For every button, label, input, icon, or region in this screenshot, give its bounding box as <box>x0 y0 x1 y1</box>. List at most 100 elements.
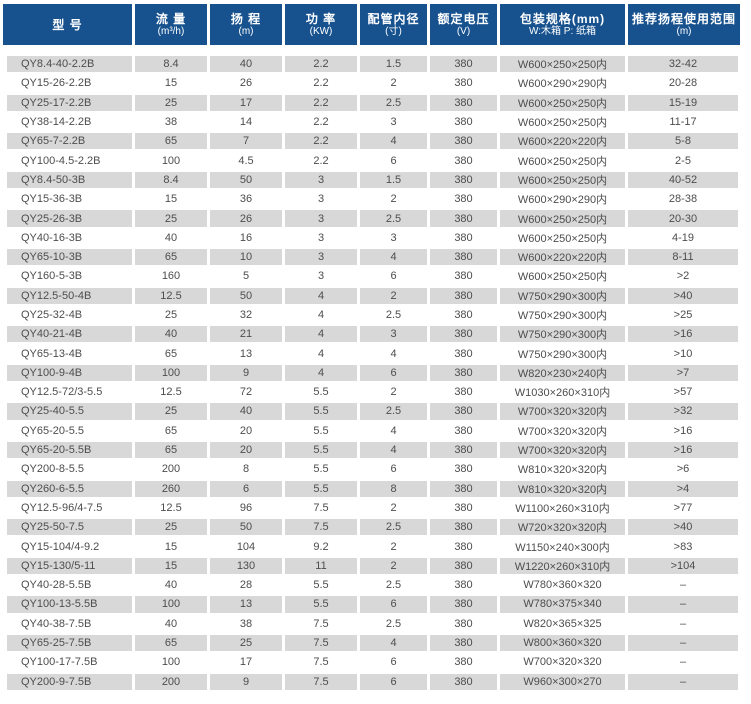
table-header-row: 型 号流 量 (m³/h) 扬 程 (m) 功 率 (KW) 配管内径 (寸) 额定电压 (V) 包… <box>3 4 740 45</box>
cell-head: 50 <box>210 171 282 189</box>
table-row: QY15-26-2.2B 15 26 2.2 2 380 W600×290×290内 20-2… <box>7 75 738 92</box>
cell-range: – <box>628 634 738 652</box>
table-row: QY100-13-5.5B 100 13 5.5 6 380 W780×375×340– <box>7 596 738 613</box>
cell-model: QY65-20-5.5B <box>7 441 132 459</box>
cell-power: 2.2 <box>285 133 357 150</box>
column-label: 功 率 <box>305 11 337 26</box>
cell-power: 2.2 <box>285 56 357 73</box>
cell-range: >25 <box>628 306 738 324</box>
column-header-range: 推荐扬程使用范围 (m) <box>628 4 740 45</box>
cell-power: 7.5 <box>285 654 357 671</box>
cell-flow: 160 <box>135 268 207 285</box>
cell-flow: 65 <box>135 248 207 266</box>
cell-flow: 12.5 <box>135 499 207 517</box>
cell-flow: 8.4 <box>135 56 207 73</box>
cell-flow: 25 <box>135 403 207 420</box>
cell-range: >57 <box>628 384 738 401</box>
cell-voltage: 380 <box>430 191 497 208</box>
cell-range: – <box>628 673 738 690</box>
table-row: QY100-17-7.5B 100 17 7.5 6 380 W700×320×320– <box>7 654 738 671</box>
cell-packing: W1030×260×310内 <box>500 384 625 401</box>
cell-flow: 15 <box>135 538 207 555</box>
cell-packing: W600×220×220内 <box>500 133 625 150</box>
cell-power: 5.5 <box>285 384 357 401</box>
cell-voltage: 380 <box>430 326 497 343</box>
cell-model: QY260-6-5.5 <box>7 480 132 497</box>
cell-range: – <box>628 596 738 613</box>
cell-packing: W820×230×240内 <box>500 364 625 382</box>
cell-flow: 65 <box>135 133 207 150</box>
cell-packing: W1220×260×310内 <box>500 557 625 575</box>
cell-head: 8 <box>210 461 282 478</box>
column-label: 流 量 <box>155 11 187 26</box>
cell-head: 16 <box>210 229 282 246</box>
cell-head: 26 <box>210 210 282 227</box>
cell-pipe: 6 <box>360 654 427 671</box>
cell-head: 9 <box>210 364 282 382</box>
cell-pipe: 2.5 <box>360 306 427 324</box>
cell-packing: W600×220×220内 <box>500 248 625 266</box>
cell-range: 4-19 <box>628 229 738 246</box>
cell-power: 5.5 <box>285 403 357 420</box>
cell-flow: 40 <box>135 229 207 246</box>
cell-range: 15-19 <box>628 94 738 111</box>
cell-voltage: 380 <box>430 210 497 227</box>
cell-range: >104 <box>628 557 738 575</box>
cell-pipe: 4 <box>360 634 427 652</box>
table-row: QY100-4.5-2.2B 100 4.5 2.2 6 380 W600×250×250内… <box>7 152 738 169</box>
cell-voltage: 380 <box>430 538 497 555</box>
cell-head: 7 <box>210 133 282 150</box>
cell-power: 2.2 <box>285 94 357 111</box>
table-row: QY65-13-4B 65 13 4 4 380 W750×290×300内 >10 <box>7 345 738 362</box>
cell-range: – <box>628 654 738 671</box>
cell-pipe: 2.5 <box>360 210 427 227</box>
cell-flow: 65 <box>135 422 207 439</box>
column-header-packing: 包装规格(mm) W:木箱 P: 纸箱 <box>500 4 625 45</box>
column-unit: (V) <box>456 25 471 37</box>
cell-model: QY25-17-2.2B <box>7 94 132 111</box>
table-row: QY12.5-50-4B 12.5 50 4 2 380 W750×290×300内 >40 <box>7 287 738 304</box>
cell-packing: W600×290×290内 <box>500 191 625 208</box>
cell-power: 5.5 <box>285 461 357 478</box>
cell-packing: W600×250×250内 <box>500 268 625 285</box>
cell-model: QY200-8-5.5 <box>7 461 132 478</box>
cell-packing: W780×360×320 <box>500 577 625 594</box>
cell-pipe: 2.5 <box>360 615 427 632</box>
cell-model: QY15-104/4-9.2 <box>7 538 132 555</box>
cell-power: 5.5 <box>285 596 357 613</box>
cell-power: 3 <box>285 248 357 266</box>
cell-voltage: 380 <box>430 364 497 382</box>
cell-flow: 65 <box>135 634 207 652</box>
cell-packing: W600×250×250内 <box>500 152 625 169</box>
table-row: QY25-17-2.2B 25 17 2.2 2.5 380 W600×250×250内 15… <box>7 94 738 111</box>
column-header-head: 扬 程 (m) <box>210 4 282 45</box>
table-row: QY65-25-7.5B 65 25 7.5 4 380 W800×360×320– <box>7 634 738 652</box>
cell-head: 25 <box>210 634 282 652</box>
cell-packing: W600×250×250内 <box>500 94 625 111</box>
column-label: 推荐扬程使用范围 <box>631 11 736 26</box>
cell-range: 20-28 <box>628 75 738 92</box>
cell-voltage: 380 <box>430 229 497 246</box>
column-label: 额定电压 <box>437 11 490 26</box>
cell-power: 5.5 <box>285 441 357 459</box>
table-row: QY8.4-40-2.2B 8.4 40 2.2 1.5 380 W600×250×250内… <box>7 56 738 73</box>
cell-voltage: 380 <box>430 577 497 594</box>
cell-range: 11-17 <box>628 113 738 131</box>
cell-voltage: 380 <box>430 461 497 478</box>
cell-model: QY65-25-7.5B <box>7 634 132 652</box>
cell-range: >16 <box>628 326 738 343</box>
cell-head: 20 <box>210 422 282 439</box>
cell-model: QY15-26-2.2B <box>7 75 132 92</box>
cell-head: 20 <box>210 441 282 459</box>
cell-head: 36 <box>210 191 282 208</box>
cell-head: 10 <box>210 248 282 266</box>
table-row: QY25-32-4B 25 32 4 2.5 380 W750×290×300内 >25 <box>7 306 738 324</box>
cell-range: >83 <box>628 538 738 555</box>
cell-range: >16 <box>628 422 738 439</box>
column-unit: (m) <box>238 25 254 37</box>
cell-voltage: 380 <box>430 596 497 613</box>
cell-voltage: 380 <box>430 422 497 439</box>
cell-model: QY65-13-4B <box>7 345 132 362</box>
cell-model: QY100-9-4B <box>7 364 132 382</box>
cell-pipe: 3 <box>360 326 427 343</box>
